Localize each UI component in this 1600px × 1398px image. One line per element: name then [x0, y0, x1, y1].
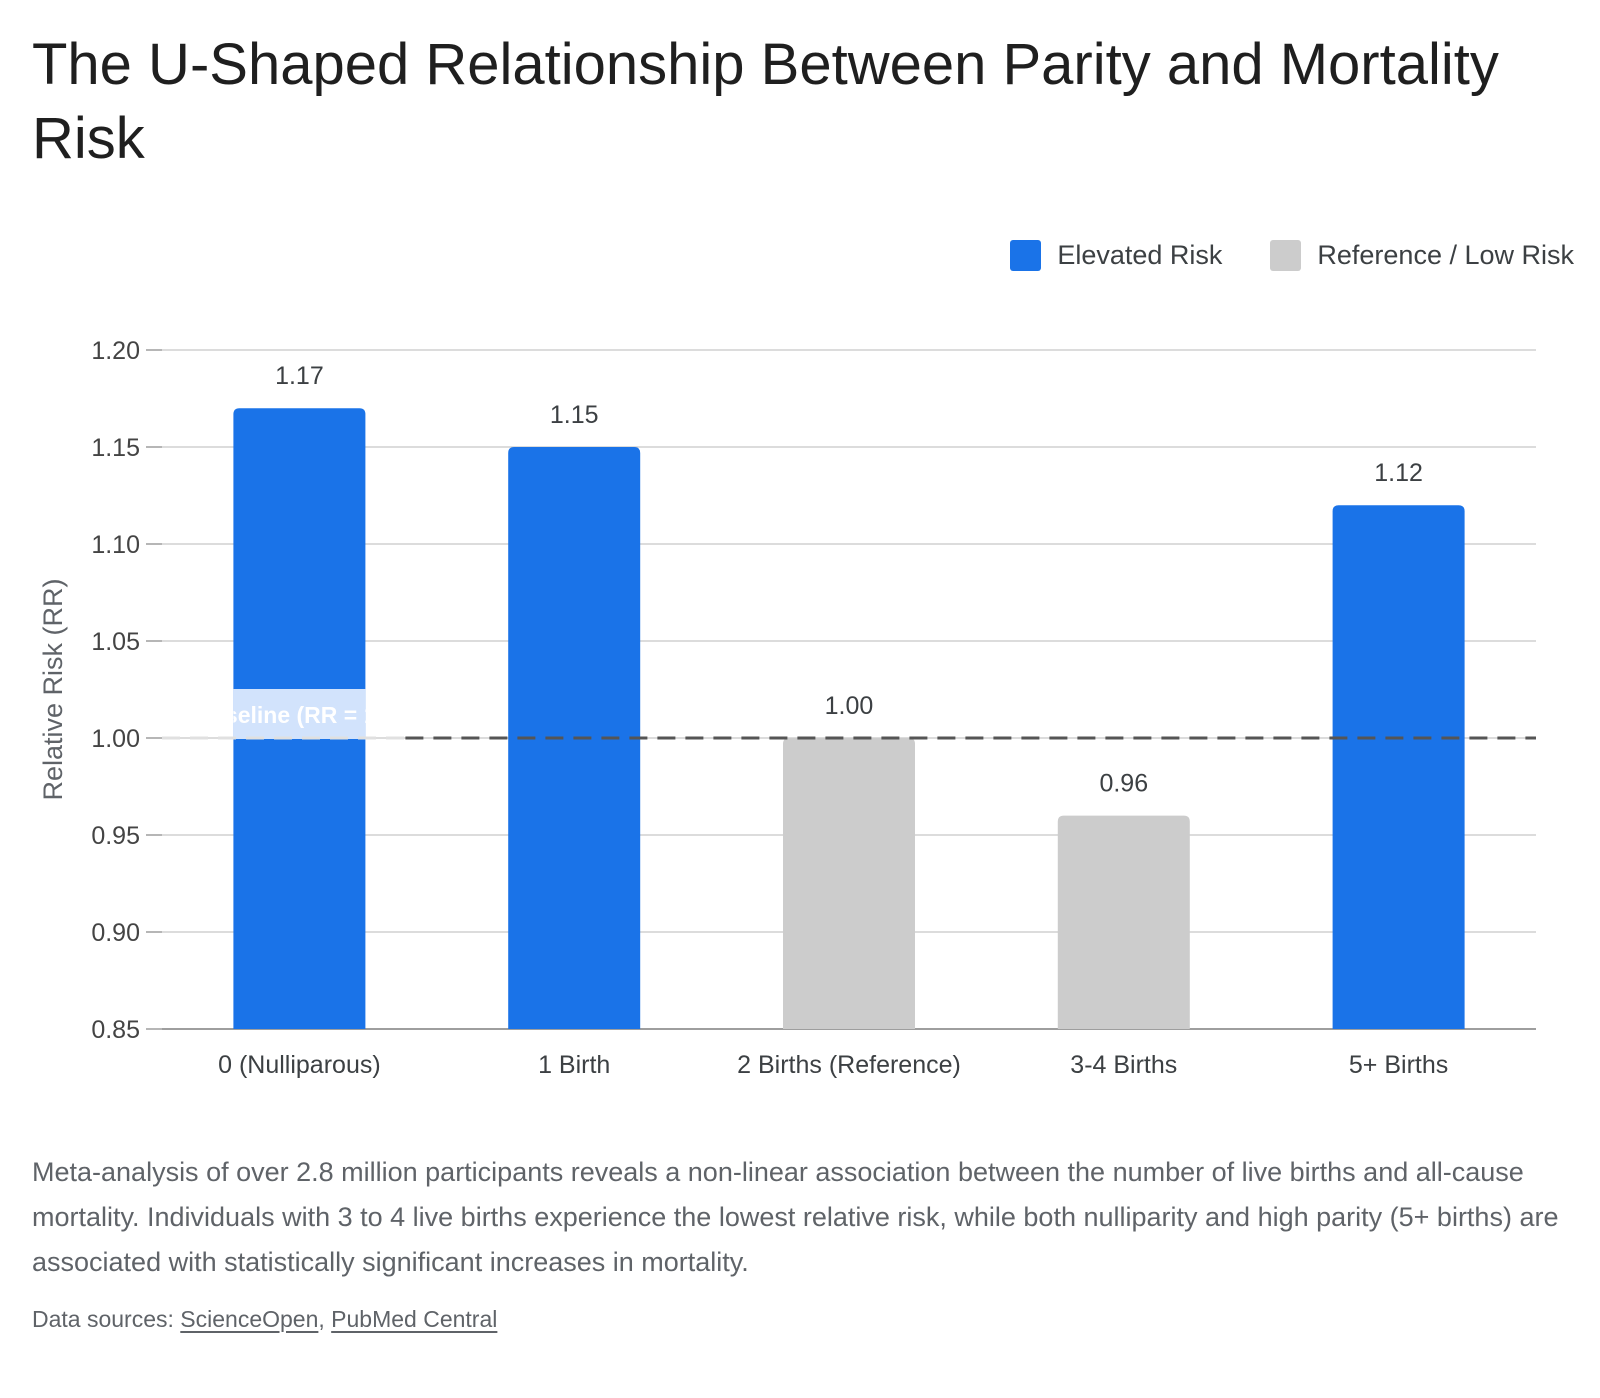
x-tick-label: 3-4 Births	[1070, 1051, 1177, 1079]
legend-swatch-reference	[1270, 240, 1302, 271]
bar-value-label: 1.17	[275, 362, 324, 390]
chart-caption: Meta-analysis of over 2.8 million partic…	[32, 1157, 1559, 1277]
legend-swatch-elevated	[1010, 240, 1042, 271]
y-tick-label: 1.00	[91, 725, 140, 753]
y-tick-label: 1.15	[91, 434, 140, 462]
reference-label-box	[233, 689, 366, 739]
bar-chart: 0.85 0.90 0.95 1.00 1.05 1.10 1.15 1.20 Relative…	[38, 337, 1536, 1079]
x-tick-label: 5+ Births	[1349, 1051, 1448, 1079]
sources-separator: ,	[318, 1306, 332, 1332]
legend-item-elevated: Elevated Risk	[1010, 240, 1222, 271]
bar-value-label: 0.96	[1099, 770, 1148, 798]
source-link-scienceopen[interactable]: ScienceOpen	[180, 1306, 319, 1332]
y-tick-label: 1.10	[91, 531, 140, 559]
reference-line-label: Baseline (RR = 1.0)	[196, 702, 404, 728]
bar	[783, 738, 915, 1029]
x-tick-label: 0 (Nulliparous)	[218, 1051, 381, 1079]
bar	[1057, 815, 1190, 1029]
sources-prefix: Data sources:	[32, 1306, 181, 1332]
y-tick-label: 1.20	[91, 337, 140, 365]
source-link-pubmed-central[interactable]: PubMed Central	[331, 1306, 498, 1332]
x-tick-label: 1 Birth	[538, 1051, 610, 1079]
legend-label-elevated: Elevated Risk	[1057, 240, 1223, 270]
bar	[1332, 505, 1465, 1029]
data-sources: Data sources: ScienceOpen, PubMed Centra…	[32, 1306, 497, 1333]
bar-value-label: 1.12	[1374, 459, 1423, 487]
y-tick-label: 0.95	[91, 822, 140, 850]
bar-value-label: 1.15	[550, 401, 599, 429]
legend-label-reference: Reference / Low Risk	[1317, 240, 1574, 270]
bar-value-label: 1.00	[825, 692, 874, 720]
y-tick-label: 0.85	[91, 1016, 140, 1044]
legend-item-reference: Reference / Low Risk	[1270, 240, 1574, 271]
legend: Elevated Risk Reference / Low Risk	[1010, 240, 1574, 271]
x-tick-label: 2 Births (Reference)	[737, 1051, 961, 1079]
y-tick-label: 1.05	[91, 628, 140, 656]
y-tick-label: 0.90	[91, 919, 140, 947]
y-axis-label: Relative Risk (RR)	[38, 578, 68, 800]
chart-title: The U-Shaped Relationship Between Parity…	[32, 32, 1499, 171]
